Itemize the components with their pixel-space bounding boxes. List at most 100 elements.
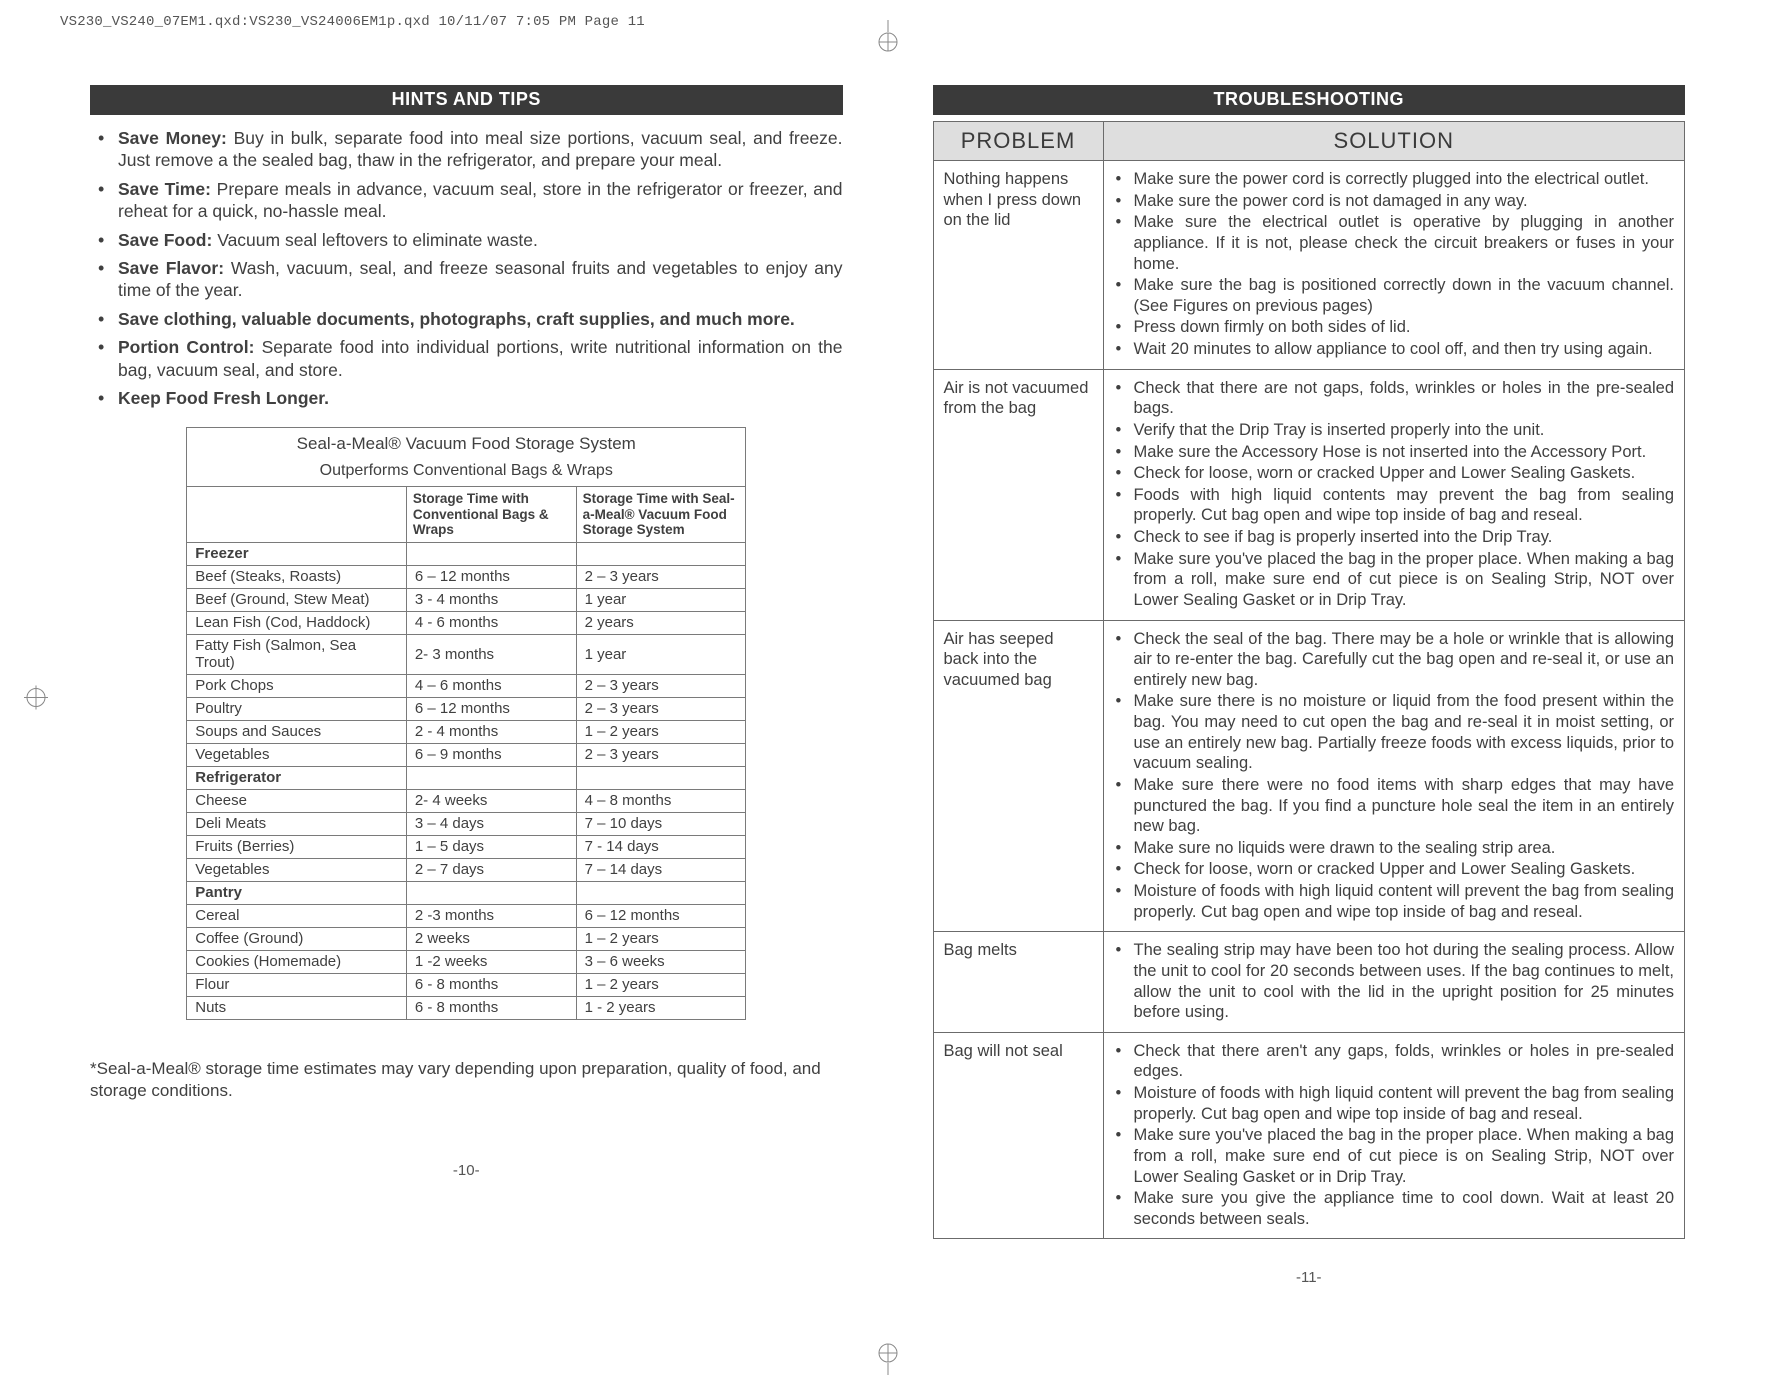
row-value: 6 – 12 months [576, 904, 746, 927]
solution-item: Moisture of foods with high liquid conte… [1134, 1083, 1675, 1124]
row-value: 3 - 4 months [406, 588, 576, 611]
solution-item: Make sure no liquids were drawn to the s… [1134, 838, 1675, 859]
row-value: 4 - 6 months [406, 611, 576, 634]
row-value: 3 – 6 weeks [576, 950, 746, 973]
tip-body: Prepare meals in advance, vacuum seal, s… [118, 179, 843, 221]
tip-lead: Save Food: [118, 230, 212, 250]
solution-item: Make sure the electrical outlet is opera… [1134, 212, 1675, 274]
th-solution: SOLUTION [1103, 122, 1685, 161]
disclaimer: *Seal-a-Meal® storage time estimates may… [90, 1058, 843, 1102]
solution-item: Foods with high liquid contents may prev… [1134, 485, 1675, 526]
row-label: Coffee (Ground) [187, 927, 407, 950]
tip-item: Portion Control: Separate food into indi… [118, 336, 843, 381]
row-value: 6 - 8 months [406, 973, 576, 996]
row-label: Fatty Fish (Salmon, Sea Trout) [187, 634, 407, 674]
col-header-2: Storage Time with Conventional Bags & Wr… [406, 487, 576, 543]
col-header-blank [187, 487, 407, 543]
col-header-3: Storage Time with Seal-a-Meal® Vacuum Fo… [576, 487, 746, 543]
row-value: 6 – 12 months [406, 565, 576, 588]
row-value: 2 - 4 months [406, 720, 576, 743]
row-label: Poultry [187, 697, 407, 720]
tip-item: Save Food: Vacuum seal leftovers to elim… [118, 229, 843, 251]
row-label: Vegetables [187, 743, 407, 766]
row-label: Lean Fish (Cod, Haddock) [187, 611, 407, 634]
row-label: Beef (Steaks, Roasts) [187, 565, 407, 588]
tip-lead: Keep Food Fresh Longer. [118, 388, 329, 408]
row-value: 2 – 7 days [406, 858, 576, 881]
tip-body: Vacuum seal leftovers to eliminate waste… [212, 230, 538, 250]
row-label: Flour [187, 973, 407, 996]
tip-lead: Save Time: [118, 179, 211, 199]
row-value: 2 – 3 years [576, 697, 746, 720]
solution-item: Make sure you've placed the bag in the p… [1134, 1125, 1675, 1187]
crop-mark-bottom [870, 1339, 906, 1380]
page-number-right: -11- [933, 1269, 1686, 1286]
row-value: 1 – 2 years [576, 720, 746, 743]
solution-cell: Check that there are not gaps, folds, wr… [1103, 369, 1685, 620]
solution-item: Make sure there is no moisture or liquid… [1134, 691, 1675, 774]
storage-table: Seal-a-Meal® Vacuum Food Storage System … [186, 427, 746, 1020]
solution-item: Wait 20 minutes to allow appliance to co… [1134, 339, 1675, 360]
row-label: Pork Chops [187, 674, 407, 697]
tip-lead: Save Money: [118, 128, 227, 148]
problem-cell: Air is not vacuumed from the bag [933, 369, 1103, 620]
row-value: 2 – 3 years [576, 743, 746, 766]
row-value: 4 – 6 months [406, 674, 576, 697]
solution-item: Check that there are not gaps, folds, wr… [1134, 378, 1675, 419]
problem-cell: Air has seeped back into the vacuumed ba… [933, 620, 1103, 932]
problem-cell: Nothing happens when I press down on the… [933, 161, 1103, 370]
section-label: Freezer [187, 542, 407, 565]
row-label: Vegetables [187, 858, 407, 881]
row-value: 7 - 14 days [576, 835, 746, 858]
solution-item: Moisture of foods with high liquid conte… [1134, 881, 1675, 922]
solution-item: Make sure the Accessory Hose is not inse… [1134, 442, 1675, 463]
tip-body: Wash, vacuum, seal, and freeze seasonal … [118, 258, 843, 300]
solution-item: Make sure you give the appliance time to… [1134, 1188, 1675, 1229]
page-number-left: -10- [90, 1162, 843, 1179]
problem-cell: Bag will not seal [933, 1032, 1103, 1239]
solution-item: The sealing strip may have been too hot … [1134, 940, 1675, 1023]
row-value: 2 -3 months [406, 904, 576, 927]
section-label: Pantry [187, 881, 407, 904]
solution-item: Check that there aren't any gaps, folds,… [1134, 1041, 1675, 1082]
tips-list: Save Money: Buy in bulk, separate food i… [90, 127, 843, 409]
row-value: 2- 4 weeks [406, 789, 576, 812]
solution-item: Check to see if bag is properly inserted… [1134, 527, 1675, 548]
row-label: Deli Meats [187, 812, 407, 835]
solution-item: Check the seal of the bag. There may be … [1134, 629, 1675, 691]
row-label: Nuts [187, 996, 407, 1019]
row-value: 6 – 12 months [406, 697, 576, 720]
row-value: 7 – 14 days [576, 858, 746, 881]
solution-item: Make sure there were no food items with … [1134, 775, 1675, 837]
page-right: TROUBLESHOOTING PROBLEM SOLUTION Nothing… [933, 85, 1686, 1286]
troubleshooting-header: TROUBLESHOOTING [933, 85, 1686, 115]
row-label: Soups and Sauces [187, 720, 407, 743]
tip-item: Keep Food Fresh Longer. [118, 387, 843, 409]
row-value: 2 – 3 years [576, 565, 746, 588]
row-value: 6 – 9 months [406, 743, 576, 766]
row-label: Cookies (Homemade) [187, 950, 407, 973]
table-title: Seal-a-Meal® Vacuum Food Storage System [187, 428, 746, 461]
row-label: Cereal [187, 904, 407, 927]
tip-item: Save Flavor: Wash, vacuum, seal, and fre… [118, 257, 843, 302]
th-problem: PROBLEM [933, 122, 1103, 161]
tip-body: Buy in bulk, separate food into meal siz… [118, 128, 843, 170]
row-value: 2 – 3 years [576, 674, 746, 697]
row-value: 1 year [576, 634, 746, 674]
tip-lead: Portion Control: [118, 337, 254, 357]
solution-item: Make sure the bag is positioned correctl… [1134, 275, 1675, 316]
table-subtitle: Outperforms Conventional Bags & Wraps [187, 460, 746, 487]
solution-cell: Make sure the power cord is correctly pl… [1103, 161, 1685, 370]
crop-mark-left [18, 680, 54, 721]
row-value: 3 – 4 days [406, 812, 576, 835]
solution-item: Check for loose, worn or cracked Upper a… [1134, 463, 1675, 484]
row-value: 1 – 2 years [576, 973, 746, 996]
row-value: 6 - 8 months [406, 996, 576, 1019]
print-header: VS230_VS240_07EM1.qxd:VS230_VS24006EM1p.… [60, 14, 645, 30]
solution-item: Make sure the power cord is correctly pl… [1134, 169, 1675, 190]
solution-cell: Check the seal of the bag. There may be … [1103, 620, 1685, 932]
tip-lead: Save clothing, valuable documents, photo… [118, 309, 795, 329]
solution-item: Press down firmly on both sides of lid. [1134, 317, 1675, 338]
solution-item: Make sure you've placed the bag in the p… [1134, 549, 1675, 611]
solution-item: Check for loose, worn or cracked Upper a… [1134, 859, 1675, 880]
